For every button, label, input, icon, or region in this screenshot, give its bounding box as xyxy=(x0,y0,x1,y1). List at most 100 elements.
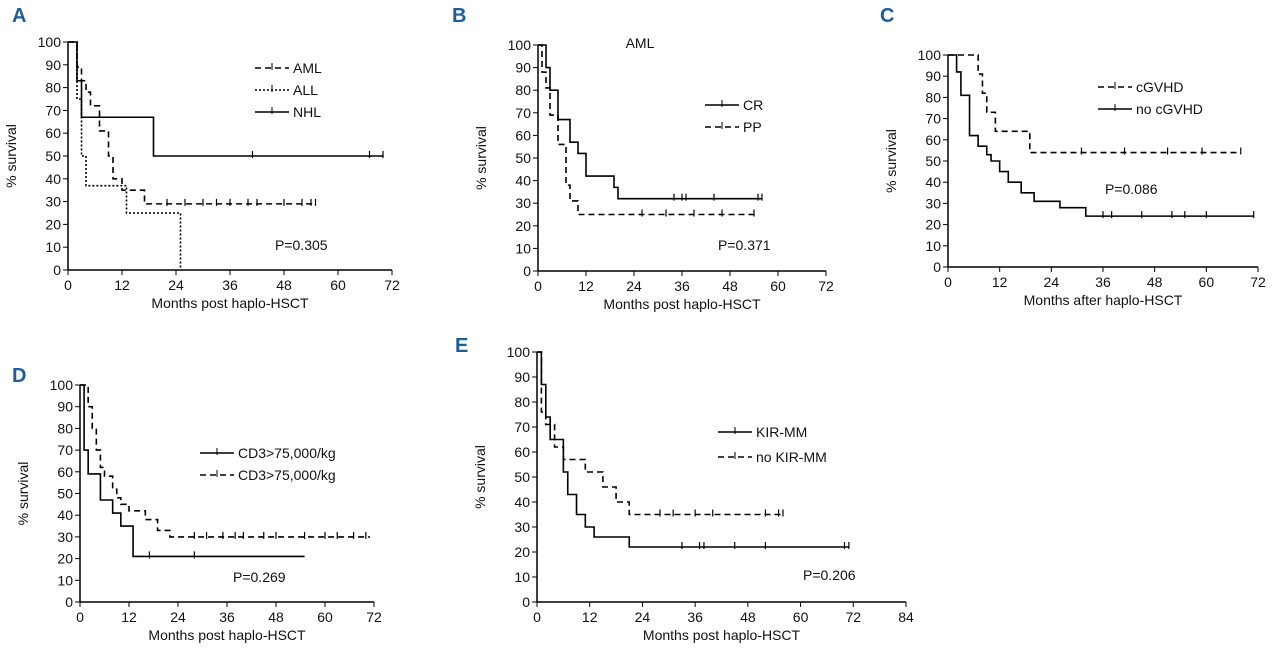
legend-label: PP xyxy=(743,119,762,135)
x-tick-label: 60 xyxy=(770,278,786,294)
x-tick-label: 0 xyxy=(76,609,84,625)
survival-curve xyxy=(538,44,758,216)
x-tick-label: 0 xyxy=(533,609,541,625)
y-tick-label: 90 xyxy=(514,369,530,385)
x-tick-label: 0 xyxy=(64,277,72,293)
y-tick-label: 20 xyxy=(514,544,530,560)
y-tick-label: 80 xyxy=(925,89,941,105)
survival-curve xyxy=(537,351,783,516)
y-tick-label: 50 xyxy=(45,148,61,164)
y-tick-label: 80 xyxy=(57,420,73,436)
y-tick-label: 20 xyxy=(57,551,73,567)
x-tick-label: 72 xyxy=(366,609,382,625)
y-tick-label: 60 xyxy=(57,464,73,480)
y-tick-label: 70 xyxy=(515,105,531,121)
x-axis-title: Months post haplo-HSCT xyxy=(151,295,309,311)
legend-label: no KIR-MM xyxy=(756,449,827,465)
y-tick-label: 0 xyxy=(523,263,531,279)
x-tick-label: 72 xyxy=(384,277,400,293)
y-tick-label: 80 xyxy=(45,80,61,96)
y-tick-label: 70 xyxy=(514,419,530,435)
x-tick-label: 12 xyxy=(578,278,594,294)
y-tick-label: 50 xyxy=(925,153,941,169)
y-tick-label: 60 xyxy=(515,127,531,143)
p-value: P=0.086 xyxy=(1105,181,1158,197)
x-tick-label: 36 xyxy=(1095,274,1111,290)
y-tick-label: 0 xyxy=(65,594,73,610)
survival-curve xyxy=(68,41,316,205)
x-tick-label: 48 xyxy=(276,277,292,293)
y-tick-label: 100 xyxy=(50,377,74,393)
x-tick-label: 60 xyxy=(317,609,333,625)
legend-label: cGVHD xyxy=(1136,79,1183,95)
survival-curve xyxy=(948,54,1241,154)
x-tick-label: 24 xyxy=(1044,274,1060,290)
x-axis-title: Months post haplo-HSCT xyxy=(603,296,761,312)
y-tick-label: 0 xyxy=(53,262,61,278)
y-tick-label: 40 xyxy=(57,507,73,523)
legend-label: CD3>75,000/kg xyxy=(238,445,336,461)
x-tick-label: 12 xyxy=(114,277,130,293)
y-tick-label: 100 xyxy=(507,344,531,360)
x-tick-label: 48 xyxy=(740,609,756,625)
y-tick-label: 60 xyxy=(45,125,61,141)
x-tick-label: 84 xyxy=(898,609,914,625)
panel-label: B xyxy=(452,5,466,27)
y-axis-title: % survival xyxy=(15,462,31,526)
p-value: P=0.305 xyxy=(275,237,328,253)
y-tick-label: 50 xyxy=(514,469,530,485)
panel-label: A xyxy=(12,5,26,27)
y-tick-label: 10 xyxy=(57,572,73,588)
legend-label: CD3>75,000/kg xyxy=(238,467,336,483)
y-tick-label: 90 xyxy=(515,60,531,76)
p-value: P=0.206 xyxy=(803,567,856,583)
x-tick-label: 24 xyxy=(635,609,651,625)
y-tick-label: 60 xyxy=(925,132,941,148)
panel-label: D xyxy=(12,365,26,387)
legend-label: CR xyxy=(743,97,763,113)
survival-curve xyxy=(68,41,383,157)
survival-curve xyxy=(68,41,182,270)
legend-label: ALL xyxy=(293,82,318,98)
x-tick-label: 24 xyxy=(170,609,186,625)
p-value: P=0.269 xyxy=(233,569,286,585)
y-tick-label: 20 xyxy=(45,216,61,232)
x-tick-label: 36 xyxy=(222,277,238,293)
y-tick-label: 30 xyxy=(57,529,73,545)
survival-curve xyxy=(80,384,370,538)
legend-label: no cGVHD xyxy=(1136,101,1203,117)
y-tick-label: 10 xyxy=(925,238,941,254)
y-axis-title: % survival xyxy=(883,129,899,193)
x-tick-label: 36 xyxy=(687,609,703,625)
p-value: P=0.371 xyxy=(718,237,771,253)
x-axis-title: Months after haplo-HSCT xyxy=(1024,292,1183,308)
y-tick-label: 30 xyxy=(514,519,530,535)
x-tick-label: 48 xyxy=(268,609,284,625)
y-tick-label: 30 xyxy=(925,195,941,211)
y-tick-label: 60 xyxy=(514,444,530,460)
x-tick-label: 60 xyxy=(330,277,346,293)
y-tick-label: 20 xyxy=(515,218,531,234)
subtitle: AML xyxy=(626,35,655,51)
y-tick-label: 30 xyxy=(515,195,531,211)
x-axis-title: Months post haplo-HSCT xyxy=(148,627,306,643)
x-tick-label: 60 xyxy=(1199,274,1215,290)
x-axis-title: Months post haplo-HSCT xyxy=(643,627,801,643)
y-tick-label: 80 xyxy=(514,394,530,410)
y-tick-label: 40 xyxy=(514,494,530,510)
survival-curve xyxy=(537,351,849,548)
survival-curve xyxy=(80,384,305,558)
survival-curve xyxy=(538,44,762,200)
y-axis-title: % survival xyxy=(3,124,19,188)
y-axis-title: % survival xyxy=(472,445,488,509)
y-tick-label: 30 xyxy=(45,194,61,210)
x-tick-label: 12 xyxy=(992,274,1008,290)
x-tick-label: 36 xyxy=(674,278,690,294)
y-tick-label: 70 xyxy=(57,442,73,458)
x-tick-label: 12 xyxy=(582,609,598,625)
y-tick-label: 20 xyxy=(925,217,941,233)
y-tick-label: 70 xyxy=(925,111,941,127)
y-tick-label: 40 xyxy=(45,171,61,187)
y-tick-label: 10 xyxy=(514,569,530,585)
